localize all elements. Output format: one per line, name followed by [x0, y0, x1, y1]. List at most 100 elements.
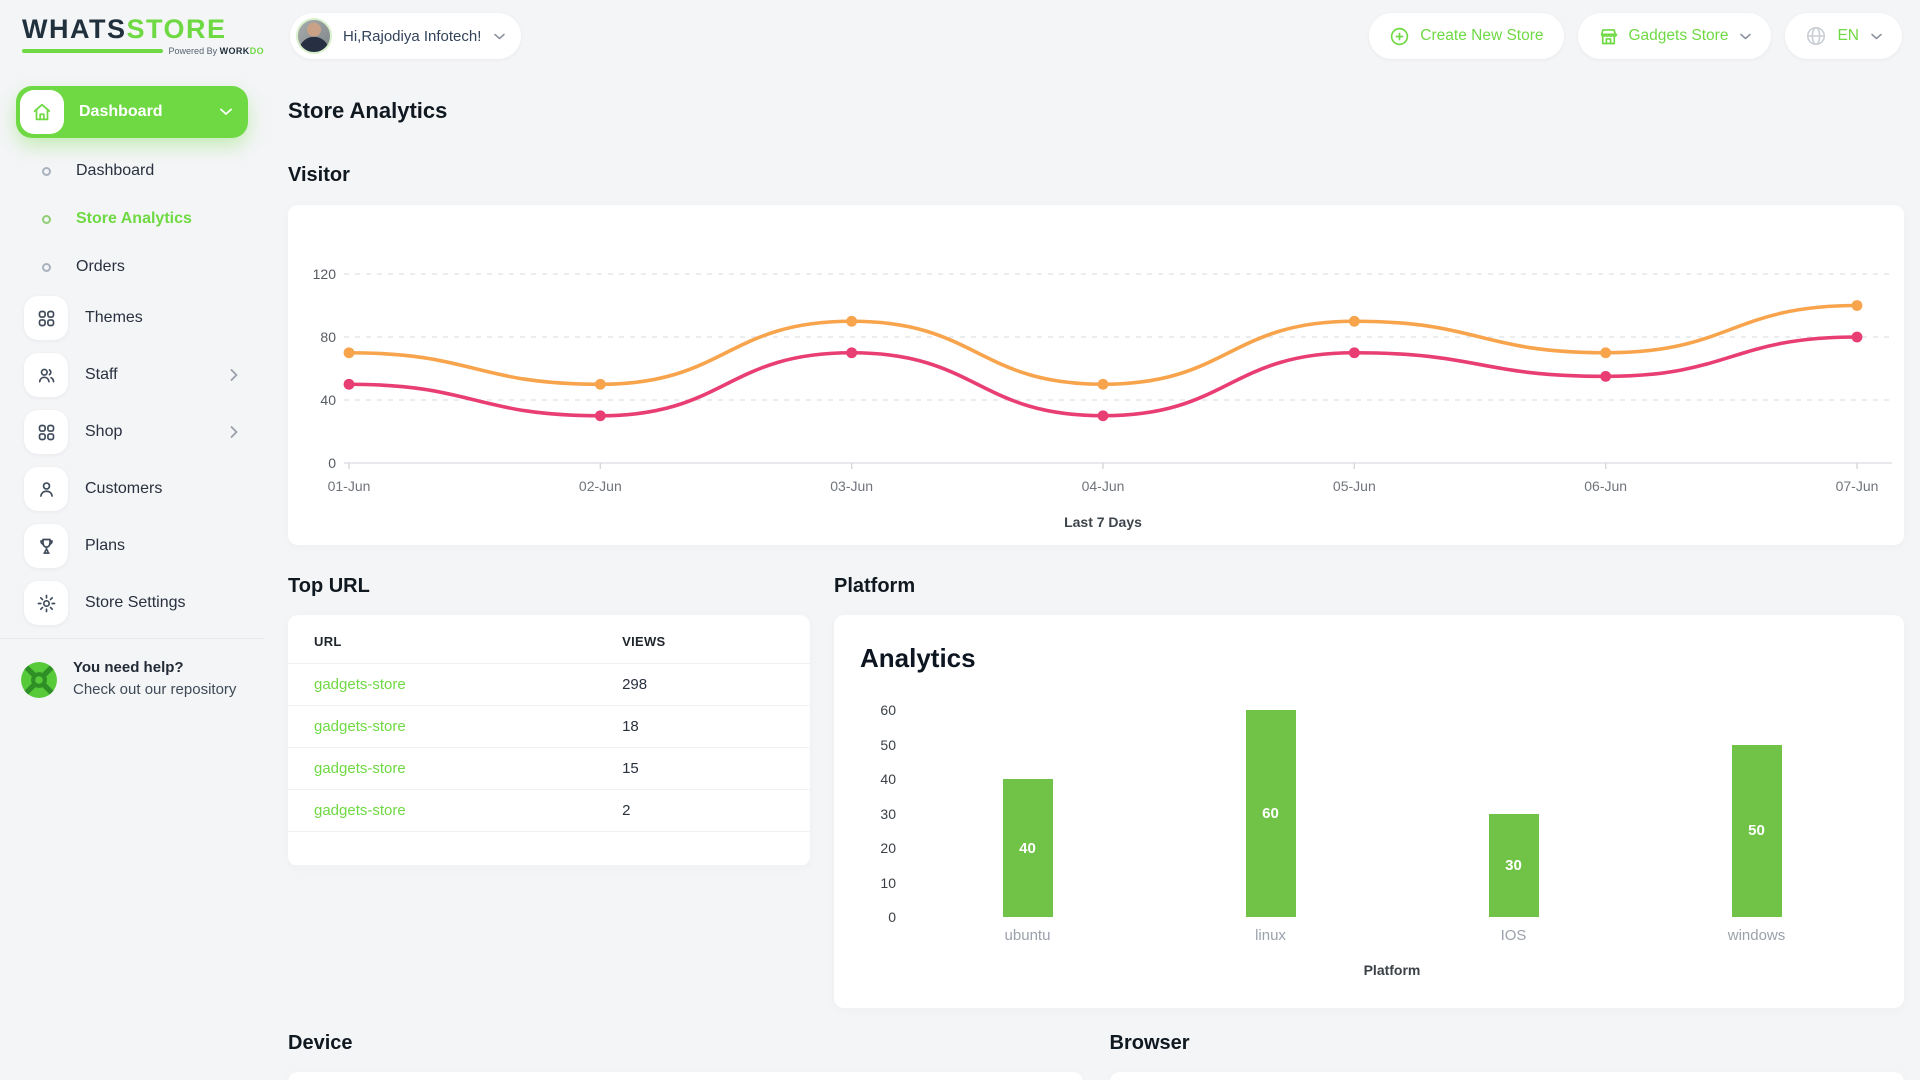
bar-value-label: 40	[1019, 839, 1036, 857]
sidebar-item-store-analytics[interactable]: Store Analytics	[0, 195, 264, 243]
bar-category-label: linux	[1255, 927, 1286, 944]
trophy-icon	[39, 538, 53, 554]
table-row: gadgets-store 298	[288, 663, 810, 706]
top-url-table: URL VIEWS gadgets-store 298 ga	[288, 615, 810, 866]
svg-text:03-Jun: 03-Jun	[830, 478, 873, 494]
views-value: 298	[622, 663, 810, 706]
bar-windows: 50	[1731, 744, 1782, 917]
column-header-url: URL	[288, 615, 623, 664]
brand-logo: WHATSSTORE Powered By WORKDO	[0, 16, 264, 56]
sidebar-item-themes[interactable]: Themes	[16, 296, 248, 340]
bar-y-tick: 50	[880, 736, 896, 753]
browser-section-title: Browser	[1109, 1032, 1190, 1054]
help-panel: You need help? Check out our repository	[0, 639, 264, 699]
bar-y-tick: 30	[880, 805, 896, 822]
device-section-title: Device	[288, 1032, 353, 1054]
users-icon	[38, 368, 54, 382]
sidebar-item-staff[interactable]: Staff	[16, 353, 248, 397]
user-icon	[39, 481, 53, 497]
bullet-icon	[42, 214, 51, 224]
platform-bar-chart: 0 10 20 30 40 50 60 40 60 30 50	[860, 702, 1878, 925]
bar-category-label: ubuntu	[1004, 927, 1051, 944]
globe-icon	[1807, 26, 1826, 46]
visitor-chart-card: 120 80 40 0 01-Jun 02-Jun 03-Jun 04-Jun 05-Jun 06…	[288, 205, 1904, 545]
device-chart-card	[288, 1072, 1083, 1080]
svg-text:01-Jun: 01-Jun	[328, 478, 371, 494]
help-title: You need help?	[73, 659, 184, 676]
main-content: Store Analytics Visitor 120 80 40 0 01-Jun 02…	[264, 72, 1920, 1080]
sidebar-item-dashboard[interactable]: Dashboard	[0, 147, 264, 195]
svg-text:80: 80	[320, 329, 336, 345]
sidebar-group-dashboard[interactable]: Dashboard	[16, 86, 248, 138]
bar-slot: 40	[906, 710, 1149, 917]
bar-ubuntu: 40	[1002, 779, 1053, 917]
svg-text:40: 40	[320, 392, 336, 408]
create-new-store-button[interactable]: Create New Store	[1369, 13, 1564, 59]
views-value: 18	[622, 705, 810, 748]
svg-text:Last 7 Days: Last 7 Days	[1064, 514, 1142, 530]
user-menu-button[interactable]: Hi,Rajodiya Infotech!	[290, 13, 522, 59]
url-link[interactable]: gadgets-store	[314, 760, 406, 777]
brand-wordmark: WHATSSTORE	[22, 14, 227, 44]
svg-text:07-Jun: 07-Jun	[1836, 478, 1879, 494]
grid-icon	[38, 424, 54, 440]
help-repository-link[interactable]: Check out our repository	[73, 681, 237, 698]
bullet-icon	[42, 166, 51, 176]
sidebar-item-plans[interactable]: Plans	[16, 524, 248, 568]
platform-axis-title: Platform	[1363, 962, 1421, 978]
browser-chart-card	[1109, 1072, 1904, 1080]
url-link[interactable]: gadgets-store	[314, 802, 406, 819]
home-icon	[33, 103, 51, 121]
chevron-down-icon	[220, 108, 232, 115]
bar-IOS: 30	[1488, 813, 1539, 917]
platform-chart-card: Analytics 0 10 20 30 40 50 60 40 60 30 50 ubuntu l…	[834, 615, 1904, 1008]
bar-y-tick: 20	[880, 840, 896, 856]
bar-y-tick: 60	[880, 702, 896, 718]
table-row: gadgets-store 15	[288, 747, 810, 790]
top-url-section-title: Top URL	[288, 575, 370, 597]
bar-value-label: 60	[1262, 805, 1279, 822]
user-greeting: Hi,Rajodiya Infotech!	[343, 27, 482, 45]
bar-y-tick: 40	[880, 771, 896, 787]
top-url-column: Top URL URL VIEWS gadgets-	[288, 575, 810, 866]
sidebar-item-customers[interactable]: Customers	[16, 467, 248, 511]
bar-slot: 60	[1149, 710, 1392, 917]
platform-chart-title: Analytics	[860, 643, 976, 673]
store-selector-button[interactable]: Gadgets Store	[1577, 13, 1772, 59]
table-empty-row	[288, 831, 810, 866]
chevron-right-icon	[230, 426, 238, 438]
sidebar-item-orders[interactable]: Orders	[0, 243, 264, 291]
plus-circle-icon	[1391, 27, 1409, 45]
brand-underline	[22, 49, 163, 53]
url-link[interactable]: gadgets-store	[314, 718, 406, 735]
svg-text:04-Jun: 04-Jun	[1082, 478, 1125, 494]
bar-category-label: windows	[1727, 927, 1786, 944]
bar-linux: 60	[1245, 710, 1296, 917]
views-value: 15	[622, 747, 810, 790]
views-value: 2	[622, 789, 810, 832]
header-actions: Create New Store Gadgets Store EN	[1369, 13, 1920, 59]
sidebar-item-store-settings[interactable]: Store Settings	[16, 581, 248, 625]
gear-icon	[37, 594, 55, 612]
visitor-section-title: Visitor	[288, 164, 350, 186]
platform-column: Platform Analytics 0 10 20 30 40 50 60 40 60 30 5…	[834, 575, 1904, 1008]
bar-category-label: IOS	[1500, 927, 1527, 944]
sidebar-item-shop[interactable]: Shop	[16, 410, 248, 454]
brand-tagline: Powered By WORKDO	[168, 46, 264, 56]
visitor-line-chart: 120 80 40 0 01-Jun 02-Jun 03-Jun 04-Jun 05-Jun 06…	[313, 266, 1892, 530]
svg-text:120: 120	[313, 266, 337, 282]
url-link[interactable]: gadgets-store	[314, 676, 406, 693]
bar-value-label: 50	[1748, 822, 1765, 840]
column-header-views: VIEWS	[622, 615, 810, 664]
language-selector-button[interactable]: EN	[1785, 13, 1902, 59]
sidebar-submenu: Dashboard Store Analytics Orders	[0, 138, 264, 296]
grid-icon	[38, 310, 54, 326]
user-avatar	[296, 18, 332, 54]
chevron-down-icon	[1740, 33, 1752, 39]
svg-text:06-Jun: 06-Jun	[1584, 478, 1627, 494]
bar-slot: 30	[1392, 710, 1635, 917]
page-title: Store Analytics	[288, 98, 448, 123]
platform-section-title: Platform	[834, 575, 916, 597]
bullet-icon	[42, 262, 51, 272]
